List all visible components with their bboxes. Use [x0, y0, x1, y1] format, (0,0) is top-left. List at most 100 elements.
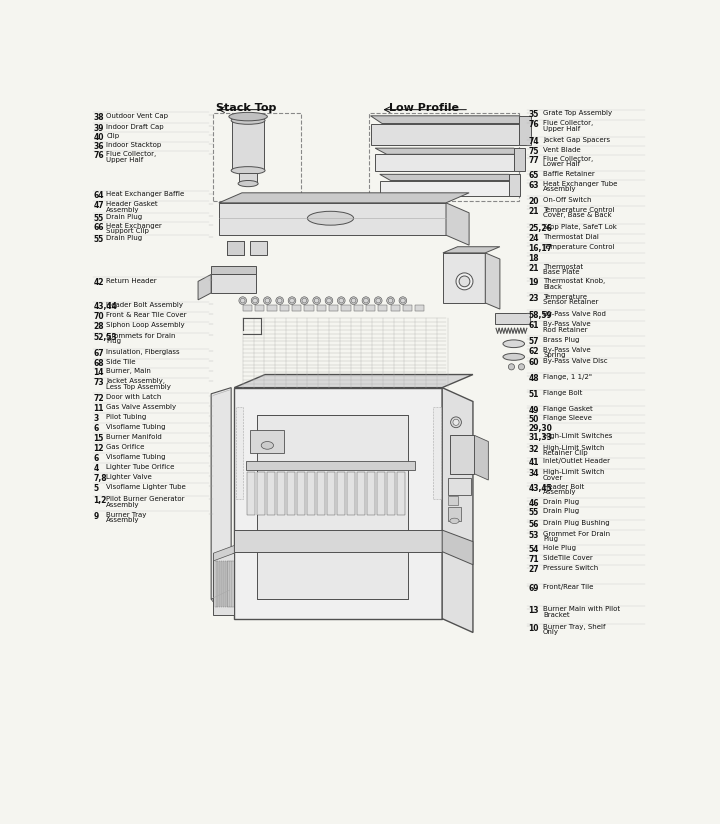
Bar: [222, 561, 224, 607]
Text: 56: 56: [528, 520, 539, 529]
Ellipse shape: [229, 112, 267, 121]
Text: 57: 57: [528, 337, 539, 346]
Ellipse shape: [231, 166, 265, 175]
Polygon shape: [234, 375, 473, 387]
Text: Visoflame Tubing: Visoflame Tubing: [107, 424, 166, 430]
Bar: [219, 203, 446, 235]
Ellipse shape: [451, 417, 462, 428]
Text: 73: 73: [94, 378, 104, 387]
Ellipse shape: [264, 297, 271, 305]
Bar: [234, 530, 442, 551]
Text: Cover, Base & Back: Cover, Base & Back: [543, 212, 612, 218]
Text: 28: 28: [94, 322, 104, 331]
Text: 23: 23: [528, 293, 539, 302]
Ellipse shape: [251, 297, 259, 305]
Text: Gas Orifice: Gas Orifice: [107, 444, 145, 450]
Text: Return Header: Return Header: [107, 278, 157, 283]
Text: 18: 18: [528, 254, 539, 263]
Bar: [307, 472, 315, 515]
Text: Brass Plug: Brass Plug: [543, 337, 580, 343]
Text: 55: 55: [94, 235, 104, 244]
Bar: [328, 472, 335, 515]
Bar: [317, 305, 326, 311]
Ellipse shape: [364, 298, 368, 303]
Text: Lighter Tube Orifice: Lighter Tube Orifice: [107, 464, 175, 470]
Text: 50: 50: [528, 415, 539, 424]
Text: Only: Only: [543, 630, 559, 635]
Polygon shape: [371, 116, 531, 124]
Text: Burner Main with Pilot: Burner Main with Pilot: [543, 606, 620, 612]
Bar: [239, 173, 257, 184]
Ellipse shape: [300, 297, 308, 305]
Text: Upper Half: Upper Half: [543, 126, 580, 132]
Bar: [415, 305, 425, 311]
Text: 77: 77: [528, 156, 539, 165]
Bar: [221, 561, 222, 607]
Text: 32: 32: [528, 445, 539, 453]
Text: 67: 67: [94, 349, 104, 358]
Text: 14: 14: [94, 368, 104, 377]
Ellipse shape: [327, 298, 331, 303]
Bar: [292, 305, 301, 311]
Text: 41: 41: [528, 458, 539, 467]
Text: Upper Half: Upper Half: [107, 157, 144, 162]
Bar: [449, 496, 457, 505]
Bar: [348, 472, 355, 515]
Bar: [366, 305, 375, 311]
Text: Clip: Clip: [107, 133, 120, 138]
Bar: [443, 253, 485, 303]
Text: Visoflame Tubing: Visoflame Tubing: [107, 454, 166, 460]
Text: Flue Collector,: Flue Collector,: [543, 120, 593, 126]
Text: Baffle Retainer: Baffle Retainer: [543, 171, 595, 177]
Text: By-Pass Valve: By-Pass Valve: [543, 347, 590, 353]
Bar: [329, 305, 338, 311]
Text: High-Limit Switch: High-Limit Switch: [543, 469, 605, 475]
Text: Inlet/Outlet Header: Inlet/Outlet Header: [543, 458, 610, 465]
Text: 6: 6: [94, 424, 99, 433]
Text: High-Limit Switches: High-Limit Switches: [543, 433, 613, 439]
Text: 27: 27: [528, 565, 539, 574]
Bar: [230, 561, 232, 607]
Text: Burner Manifold: Burner Manifold: [107, 433, 162, 440]
Bar: [277, 472, 285, 515]
Text: 43,45: 43,45: [528, 484, 552, 493]
Ellipse shape: [374, 297, 382, 305]
Polygon shape: [485, 253, 500, 309]
Text: Front & Rear Tile Cover: Front & Rear Tile Cover: [107, 312, 187, 318]
Text: 54: 54: [528, 545, 539, 555]
Ellipse shape: [315, 298, 319, 303]
Bar: [235, 407, 243, 499]
Text: 35: 35: [528, 110, 539, 119]
Text: Visoflame Lighter Tube: Visoflame Lighter Tube: [107, 484, 186, 490]
Text: 24: 24: [528, 234, 539, 243]
Text: High-Limit Switch: High-Limit Switch: [543, 445, 605, 451]
Text: 9: 9: [94, 512, 99, 521]
Text: Flange Sleeve: Flange Sleeve: [543, 415, 592, 421]
Polygon shape: [442, 530, 473, 564]
Bar: [387, 472, 395, 515]
Text: Spring: Spring: [543, 352, 565, 358]
Text: Vent Blade: Vent Blade: [543, 147, 580, 152]
Text: Less Top Assembly: Less Top Assembly: [107, 384, 171, 390]
Text: 69: 69: [528, 584, 539, 593]
Text: On-Off Switch: On-Off Switch: [543, 197, 592, 203]
Text: Header Gasket: Header Gasket: [107, 201, 158, 208]
Text: Thermostat Knob,: Thermostat Knob,: [543, 279, 606, 284]
Text: Grommets for Drain: Grommets for Drain: [107, 333, 176, 339]
Text: Indoor Draft Cap: Indoor Draft Cap: [107, 124, 164, 129]
Text: Gas Valve Assembly: Gas Valve Assembly: [107, 404, 176, 410]
Text: 47: 47: [94, 201, 104, 210]
Ellipse shape: [351, 298, 356, 303]
Text: Drain Plug Bushing: Drain Plug Bushing: [543, 520, 610, 526]
Text: 75: 75: [528, 147, 539, 156]
Text: 3: 3: [94, 414, 99, 423]
Bar: [219, 561, 220, 607]
Bar: [354, 305, 363, 311]
Text: Rod Retainer: Rod Retainer: [543, 327, 588, 333]
Polygon shape: [228, 241, 244, 255]
Text: Indoor Stacktop: Indoor Stacktop: [107, 142, 162, 148]
Ellipse shape: [388, 298, 393, 303]
Bar: [367, 472, 375, 515]
Text: Temperature Control: Temperature Control: [543, 244, 615, 250]
Bar: [217, 561, 218, 607]
